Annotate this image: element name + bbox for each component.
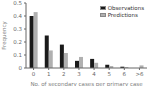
- svg-text:3: 3: [77, 71, 81, 77]
- svg-text:0: 0: [32, 71, 36, 77]
- svg-text:0.1: 0.1: [13, 52, 22, 58]
- html-text:Observations: Observations: [107, 5, 144, 11]
- svg-text:1: 1: [47, 71, 51, 77]
- svg-text:0.2: 0.2: [13, 39, 22, 45]
- svg-text:No. of secondary cases per pri: No. of secondary cases per primary case: [30, 81, 143, 86]
- svg-text:Frequency: Frequency: [1, 21, 8, 50]
- svg-text:0.3: 0.3: [13, 26, 22, 32]
- svg-text:0.5: 0.5: [13, 0, 22, 6]
- svg-text:4: 4: [92, 71, 96, 77]
- svg-text:6: 6: [123, 71, 127, 77]
- svg-text:>6: >6: [135, 71, 144, 77]
- svg-text:0.4: 0.4: [13, 13, 22, 19]
- svg-text:5: 5: [107, 71, 111, 77]
- html-text:Predictions: Predictions: [107, 12, 138, 18]
- svg-text:0: 0: [19, 65, 23, 71]
- svg-text:2: 2: [62, 71, 66, 77]
